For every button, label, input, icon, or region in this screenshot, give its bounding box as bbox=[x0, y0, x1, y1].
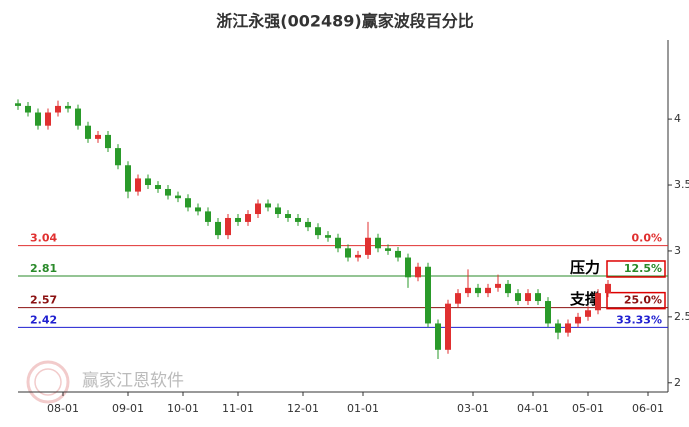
watermark-logo bbox=[26, 360, 70, 404]
candle-body bbox=[585, 310, 591, 317]
candle-body bbox=[195, 207, 201, 212]
x-tick-label: 11-01 bbox=[222, 402, 254, 415]
candle-body bbox=[95, 134, 101, 139]
candle-body bbox=[565, 323, 571, 333]
candle-body bbox=[545, 301, 551, 324]
y-tick-label: 3.5 bbox=[674, 178, 689, 191]
candle-body bbox=[405, 257, 411, 278]
x-tick-label: 05-01 bbox=[572, 402, 604, 415]
candle-body bbox=[355, 254, 361, 258]
chart-title: 浙江永强(002489)赢家波段百分比 bbox=[216, 12, 473, 31]
x-tick-label: 01-01 bbox=[347, 402, 379, 415]
candle-body bbox=[125, 165, 131, 192]
candle-body bbox=[595, 293, 601, 311]
candle-body bbox=[225, 217, 231, 236]
x-tick-label: 03-01 bbox=[457, 402, 489, 415]
candle-body bbox=[265, 203, 271, 208]
candle-body bbox=[325, 235, 331, 238]
candle-body bbox=[475, 287, 481, 294]
candle-body bbox=[135, 178, 141, 192]
candle-body bbox=[185, 198, 191, 208]
y-tick-label: 2.5 bbox=[674, 310, 689, 323]
candle-body bbox=[415, 266, 421, 278]
candle-body bbox=[105, 134, 111, 149]
level-value-label: 3.04 bbox=[30, 232, 57, 245]
level-note: 压力 bbox=[570, 258, 600, 276]
candle-body bbox=[155, 185, 161, 189]
x-tick-label: 09-01 bbox=[112, 402, 144, 415]
candle-body bbox=[375, 237, 381, 249]
level-box bbox=[606, 291, 666, 310]
candle-body bbox=[305, 221, 311, 228]
candle-body bbox=[15, 103, 21, 106]
x-tick-label: 04-01 bbox=[517, 402, 549, 415]
candle-body bbox=[525, 293, 531, 302]
candle-body bbox=[455, 293, 461, 304]
candle-body bbox=[495, 283, 501, 288]
candle-body bbox=[35, 112, 41, 126]
candle-body bbox=[295, 217, 301, 222]
candle-body bbox=[65, 105, 71, 109]
y-tick-label: 4 bbox=[674, 112, 681, 125]
candle-body bbox=[345, 248, 351, 258]
candle-body bbox=[255, 203, 261, 215]
watermark: 赢家江恩软件 bbox=[82, 371, 184, 391]
candle-body bbox=[505, 283, 511, 294]
x-tick-label: 10-01 bbox=[167, 402, 199, 415]
level-value-label: 2.42 bbox=[30, 313, 57, 326]
candle-body bbox=[85, 125, 91, 139]
candle-body bbox=[485, 287, 491, 294]
candle-body bbox=[115, 148, 121, 166]
y-tick-label: 2 bbox=[674, 376, 681, 389]
candle-body bbox=[445, 303, 451, 350]
candle-body bbox=[145, 178, 151, 186]
candle-body bbox=[425, 266, 431, 324]
level-box bbox=[606, 260, 666, 278]
candle-body bbox=[465, 287, 471, 294]
x-tick-label: 12-01 bbox=[287, 402, 319, 415]
candle-body bbox=[45, 112, 51, 126]
candle-body bbox=[275, 207, 281, 215]
candle-body bbox=[165, 188, 171, 196]
candle-body bbox=[25, 105, 31, 113]
candle-body bbox=[335, 237, 341, 249]
candle-body bbox=[235, 217, 241, 222]
candle-body bbox=[435, 323, 441, 350]
y-tick-label: 3 bbox=[674, 244, 681, 257]
candle-body bbox=[215, 221, 221, 236]
candle-body bbox=[575, 316, 581, 324]
level-value-label: 2.57 bbox=[30, 294, 57, 307]
candle-body bbox=[395, 250, 401, 258]
candle-body bbox=[515, 293, 521, 302]
candle-body bbox=[535, 293, 541, 302]
candle-body bbox=[175, 195, 181, 199]
level-percent-label: 12.5% bbox=[624, 262, 662, 275]
level-percent-label: 33.33% bbox=[616, 313, 662, 326]
candle-body bbox=[75, 108, 81, 126]
level-value-label: 2.81 bbox=[30, 262, 57, 275]
x-tick-label: 08-01 bbox=[47, 402, 79, 415]
level-percent-label: 0.0% bbox=[631, 232, 662, 245]
level-note: 支撑 bbox=[569, 290, 600, 308]
candle-body bbox=[555, 323, 561, 333]
x-tick-label: 06-01 bbox=[632, 402, 664, 415]
candle-body bbox=[245, 214, 251, 222]
level-percent-label: 25.0% bbox=[624, 294, 662, 307]
candle-body bbox=[205, 211, 211, 222]
candle-body bbox=[365, 237, 371, 255]
candle-body bbox=[55, 105, 61, 113]
candle-body bbox=[385, 248, 391, 251]
candle-body bbox=[315, 227, 321, 236]
candle-body bbox=[605, 283, 611, 294]
candle-body bbox=[285, 214, 291, 218]
